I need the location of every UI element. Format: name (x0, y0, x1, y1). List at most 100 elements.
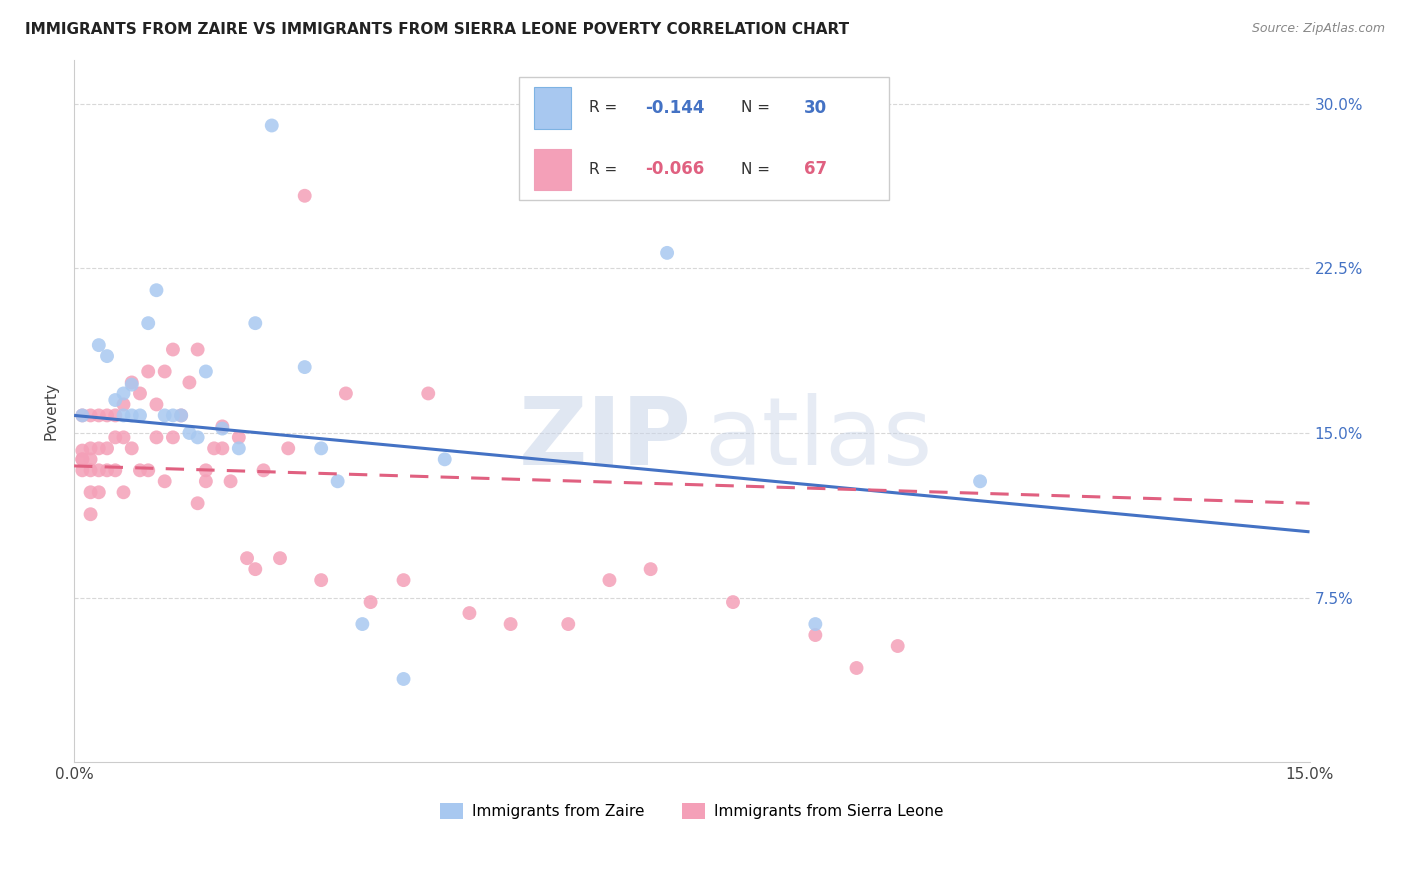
Point (96, 409, 118, 423)
Point (211, 419, 233, 434)
Point (269, 551, 291, 566)
Text: atlas: atlas (704, 393, 932, 485)
Y-axis label: Poverty: Poverty (44, 382, 58, 440)
Point (245, 562, 267, 576)
Point (326, 475, 349, 489)
Point (360, 595, 382, 609)
Point (162, 409, 184, 423)
Point (79, 508, 101, 522)
Point (194, 364, 217, 378)
Point (153, 364, 176, 378)
Point (87, 485, 110, 500)
Point (655, 245, 678, 260)
Point (72, 463, 94, 477)
Point (121, 442, 143, 456)
Point (79, 485, 101, 500)
Point (72, 452, 94, 467)
Point (87, 442, 110, 456)
Point (87, 409, 110, 423)
Point (392, 573, 415, 587)
Point (162, 343, 184, 357)
Text: IMMIGRANTS FROM ZAIRE VS IMMIGRANTS FROM SIERRA LEONE POVERTY CORRELATION CHART: IMMIGRANTS FROM ZAIRE VS IMMIGRANTS FROM… (25, 22, 849, 37)
Point (170, 409, 193, 423)
Point (79, 452, 101, 467)
Point (194, 463, 217, 477)
Point (392, 672, 415, 686)
Point (112, 485, 135, 500)
Text: Source: ZipAtlas.com: Source: ZipAtlas.com (1251, 22, 1385, 36)
Point (804, 628, 827, 642)
Point (598, 573, 620, 587)
Point (136, 463, 159, 477)
Point (309, 442, 332, 456)
Point (121, 376, 143, 390)
Legend: Immigrants from Zaire, Immigrants from Sierra Leone: Immigrants from Zaire, Immigrants from S… (433, 797, 950, 825)
Point (335, 386, 357, 401)
Text: ZIP: ZIP (519, 393, 692, 485)
Point (187, 343, 209, 357)
Point (112, 430, 135, 444)
Point (104, 463, 127, 477)
Point (87, 463, 110, 477)
Point (640, 562, 662, 576)
Point (721, 595, 744, 609)
Point (104, 409, 127, 423)
Point (170, 409, 193, 423)
Point (145, 397, 167, 411)
Point (557, 617, 579, 632)
Point (72, 409, 94, 423)
Point (499, 617, 522, 632)
Point (145, 283, 167, 297)
Point (260, 119, 283, 133)
Point (129, 386, 152, 401)
Point (179, 376, 201, 390)
Point (79, 409, 101, 423)
Point (433, 452, 456, 467)
Point (112, 386, 135, 401)
Point (187, 496, 209, 510)
Point (136, 316, 159, 330)
Point (104, 430, 127, 444)
Point (228, 442, 250, 456)
Point (194, 475, 217, 489)
Point (96, 442, 118, 456)
Point (352, 617, 374, 632)
Point (162, 430, 184, 444)
Point (458, 606, 481, 620)
Point (245, 316, 267, 330)
Point (112, 409, 135, 423)
Point (228, 430, 250, 444)
Point (112, 397, 135, 411)
Point (252, 463, 274, 477)
Point (104, 392, 127, 407)
Point (294, 188, 316, 202)
Point (211, 421, 233, 435)
Point (153, 475, 176, 489)
Point (136, 364, 159, 378)
Point (236, 551, 259, 566)
Point (129, 409, 152, 423)
Point (845, 661, 868, 675)
Point (211, 442, 233, 456)
Point (179, 425, 201, 440)
Point (72, 443, 94, 458)
Point (804, 617, 827, 632)
Point (121, 409, 143, 423)
Point (72, 452, 94, 467)
Point (219, 475, 242, 489)
Point (145, 430, 167, 444)
Point (294, 360, 316, 375)
Point (121, 377, 143, 392)
Point (153, 409, 176, 423)
Point (129, 463, 152, 477)
Point (79, 442, 101, 456)
Point (96, 349, 118, 363)
Point (277, 442, 299, 456)
Point (96, 463, 118, 477)
Point (969, 475, 991, 489)
Point (309, 573, 332, 587)
Point (418, 386, 440, 401)
Point (187, 430, 209, 444)
Point (202, 442, 225, 456)
Point (87, 338, 110, 352)
